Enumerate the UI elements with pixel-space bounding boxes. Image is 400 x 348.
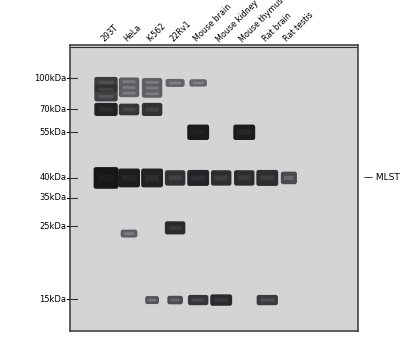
FancyBboxPatch shape	[165, 170, 185, 185]
FancyBboxPatch shape	[146, 92, 158, 95]
FancyBboxPatch shape	[119, 78, 139, 86]
Text: 25kDa: 25kDa	[40, 222, 66, 231]
FancyBboxPatch shape	[233, 125, 255, 140]
FancyBboxPatch shape	[119, 104, 139, 115]
FancyBboxPatch shape	[260, 175, 274, 181]
FancyBboxPatch shape	[189, 79, 207, 87]
FancyBboxPatch shape	[260, 298, 274, 302]
Text: 40kDa: 40kDa	[40, 173, 66, 182]
FancyBboxPatch shape	[145, 175, 159, 181]
FancyBboxPatch shape	[146, 107, 158, 112]
FancyBboxPatch shape	[123, 108, 136, 111]
FancyBboxPatch shape	[187, 170, 209, 186]
FancyBboxPatch shape	[94, 103, 118, 116]
Text: Mouse kidney: Mouse kidney	[215, 0, 260, 44]
Text: — MLST8: — MLST8	[364, 173, 400, 182]
FancyBboxPatch shape	[94, 92, 118, 102]
Text: 70kDa: 70kDa	[39, 105, 66, 114]
FancyBboxPatch shape	[98, 174, 114, 181]
FancyBboxPatch shape	[119, 84, 139, 92]
FancyBboxPatch shape	[142, 90, 162, 98]
Text: 100kDa: 100kDa	[34, 73, 66, 82]
FancyBboxPatch shape	[169, 226, 182, 230]
FancyBboxPatch shape	[234, 170, 254, 185]
Text: 15kDa: 15kDa	[40, 295, 66, 304]
FancyBboxPatch shape	[123, 80, 136, 83]
FancyBboxPatch shape	[170, 299, 180, 301]
FancyBboxPatch shape	[211, 170, 232, 185]
Text: HeLa: HeLa	[123, 23, 143, 44]
FancyBboxPatch shape	[284, 176, 294, 180]
FancyBboxPatch shape	[142, 103, 162, 116]
FancyBboxPatch shape	[193, 82, 204, 84]
FancyBboxPatch shape	[215, 175, 228, 180]
FancyBboxPatch shape	[256, 170, 278, 186]
Text: 35kDa: 35kDa	[39, 193, 66, 203]
FancyBboxPatch shape	[141, 168, 163, 187]
Text: Rat testis: Rat testis	[282, 11, 316, 44]
FancyBboxPatch shape	[187, 125, 209, 140]
FancyBboxPatch shape	[188, 295, 208, 305]
FancyBboxPatch shape	[169, 81, 181, 84]
FancyBboxPatch shape	[214, 298, 228, 302]
FancyBboxPatch shape	[118, 168, 140, 187]
FancyBboxPatch shape	[281, 172, 297, 184]
FancyBboxPatch shape	[167, 296, 183, 304]
Text: Mouse brain: Mouse brain	[192, 3, 233, 44]
Text: K-562: K-562	[146, 22, 168, 44]
FancyBboxPatch shape	[142, 84, 162, 92]
FancyBboxPatch shape	[94, 85, 118, 94]
FancyBboxPatch shape	[98, 80, 114, 84]
FancyBboxPatch shape	[94, 167, 118, 189]
FancyBboxPatch shape	[237, 130, 251, 135]
Text: 22Rv1: 22Rv1	[169, 19, 193, 44]
Text: Mouse thymus: Mouse thymus	[238, 0, 286, 44]
FancyBboxPatch shape	[169, 175, 182, 180]
Text: 55kDa: 55kDa	[40, 128, 66, 137]
FancyBboxPatch shape	[121, 230, 137, 238]
FancyBboxPatch shape	[192, 298, 204, 302]
Text: 293T: 293T	[100, 23, 120, 44]
FancyBboxPatch shape	[148, 299, 156, 301]
FancyBboxPatch shape	[124, 232, 134, 235]
FancyBboxPatch shape	[94, 77, 118, 88]
Text: Rat brain: Rat brain	[261, 11, 293, 44]
FancyBboxPatch shape	[123, 86, 136, 89]
FancyBboxPatch shape	[123, 92, 136, 95]
FancyBboxPatch shape	[142, 78, 162, 87]
FancyBboxPatch shape	[119, 89, 139, 97]
FancyBboxPatch shape	[146, 87, 158, 89]
FancyBboxPatch shape	[238, 175, 251, 180]
FancyBboxPatch shape	[257, 295, 278, 305]
FancyBboxPatch shape	[98, 107, 114, 112]
FancyBboxPatch shape	[98, 88, 114, 91]
FancyBboxPatch shape	[191, 130, 205, 135]
FancyBboxPatch shape	[145, 296, 159, 304]
FancyBboxPatch shape	[191, 175, 205, 181]
FancyBboxPatch shape	[210, 294, 232, 306]
FancyBboxPatch shape	[165, 221, 185, 235]
FancyBboxPatch shape	[166, 79, 185, 87]
FancyBboxPatch shape	[122, 175, 136, 181]
FancyBboxPatch shape	[98, 95, 114, 98]
FancyBboxPatch shape	[146, 81, 158, 84]
